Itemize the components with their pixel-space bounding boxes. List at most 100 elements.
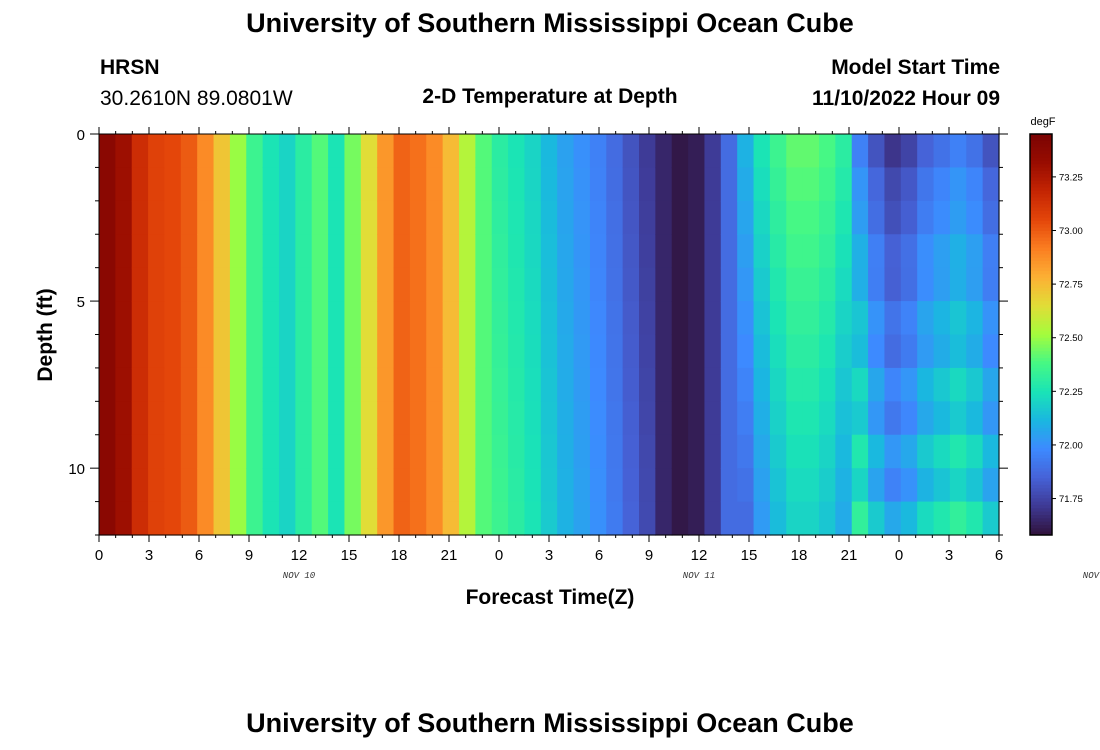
heatmap-cell [982, 334, 1000, 369]
colorbar-swatch [1030, 250, 1052, 255]
heatmap-cell [491, 334, 509, 369]
heatmap-cell [475, 200, 493, 235]
colorbar-swatch [1030, 478, 1052, 483]
y-axis: 0 5 10 [68, 127, 1008, 536]
colorbar-swatch [1030, 180, 1052, 185]
colorbar-swatch [1030, 381, 1052, 386]
heatmap-cell [344, 267, 362, 302]
heatmap-cell [164, 501, 182, 536]
heatmap-cell [475, 267, 493, 302]
colorbar-swatch [1030, 387, 1052, 392]
heatmap-cell [475, 334, 493, 369]
heatmap-cell [573, 234, 591, 269]
colorbar-swatch [1030, 508, 1052, 513]
heatmap-cell [606, 367, 624, 402]
colorbar-swatch [1030, 220, 1052, 225]
heatmap-cell [966, 301, 984, 336]
heatmap-cell [622, 234, 640, 269]
heatmap-cell [213, 301, 231, 336]
heatmap-cell [639, 301, 656, 336]
date-label: NOV 10 [283, 571, 316, 581]
colorbar-swatch [1030, 471, 1052, 476]
heatmap-cell [148, 267, 166, 302]
heatmap-cell [475, 234, 493, 269]
x-tick-label: 3 [945, 547, 953, 564]
heatmap-cell [786, 401, 804, 436]
heatmap-cell [720, 367, 738, 402]
heatmap-cell [720, 434, 738, 469]
x-tick-label: 15 [341, 547, 358, 564]
heatmap-cell [279, 501, 296, 536]
heatmap-cell [720, 134, 738, 169]
heatmap-cell [655, 367, 673, 402]
heatmap-cell [311, 234, 329, 269]
heatmap-cell [213, 167, 231, 202]
colorbar-swatch [1030, 341, 1052, 346]
heatmap-cell [246, 434, 264, 469]
heatmap-cell [262, 167, 280, 202]
heatmap-cell [213, 367, 231, 402]
heatmap-cell [540, 401, 558, 436]
heatmap-cell [442, 401, 460, 436]
heatmap-cell [508, 334, 526, 369]
heatmap-cell [524, 434, 542, 469]
heatmap-cell [377, 434, 395, 469]
heatmap-cell [262, 200, 280, 235]
heatmap-cell [900, 468, 918, 503]
colorbar-swatch [1030, 371, 1052, 376]
heatmap-cell [982, 367, 1000, 402]
heatmap-cell [557, 367, 575, 402]
heatmap-cell [295, 134, 313, 169]
heatmap-cell [720, 501, 738, 536]
colorbar-swatch [1030, 434, 1052, 439]
heatmap-cell [148, 501, 166, 536]
heatmap-cell [246, 167, 264, 202]
heatmap-cell [311, 501, 329, 536]
heatmap-cell [180, 301, 198, 336]
heatmap-cell [360, 434, 378, 469]
heatmap-cell [426, 301, 444, 336]
heatmap-cell [622, 434, 640, 469]
heatmap-cell [900, 401, 918, 436]
heatmap-cell [557, 301, 575, 336]
heatmap-cell [589, 167, 607, 202]
heatmap-cell [786, 501, 804, 536]
heatmap-cell [426, 334, 444, 369]
colorbar-swatch [1030, 391, 1052, 396]
heatmap-cell [606, 434, 624, 469]
heatmap-cell [966, 468, 984, 503]
heatmap-cell [229, 267, 247, 302]
colorbar-swatch [1030, 144, 1052, 148]
heatmap-cell [589, 200, 607, 235]
heatmap-cell [557, 134, 575, 169]
heatmap-cell [246, 334, 264, 369]
heatmap-cell [819, 434, 836, 469]
heatmap-cell [229, 434, 247, 469]
heatmap-cell [524, 401, 542, 436]
heatmap-cell [295, 401, 313, 436]
heatmap-cell [262, 401, 280, 436]
heatmap-cell [197, 501, 215, 536]
heatmap-cell [671, 200, 689, 235]
heatmap-cell [295, 200, 313, 235]
heatmap-cell [737, 434, 755, 469]
colorbar-swatch [1030, 384, 1052, 389]
colorbar-swatch [1030, 464, 1052, 469]
colorbar-swatch [1030, 237, 1052, 242]
colorbar-swatch [1030, 331, 1052, 335]
heatmap-cell [442, 367, 460, 402]
heatmap-cell [311, 200, 329, 235]
heatmap-cell [720, 200, 738, 235]
heatmap-cell [966, 401, 984, 436]
heatmap-cell [475, 367, 493, 402]
heatmap-cell [704, 434, 722, 469]
heatmap-cell [966, 367, 984, 402]
heatmap-cell [737, 234, 755, 269]
heatmap-cell [900, 334, 918, 369]
x-tick-label: 12 [691, 547, 708, 564]
colorbar-swatch [1030, 354, 1052, 359]
heatmap-cell [311, 367, 329, 402]
heatmap-cell [377, 367, 395, 402]
heatmap-cell [835, 301, 853, 336]
heatmap-cell [917, 167, 935, 202]
